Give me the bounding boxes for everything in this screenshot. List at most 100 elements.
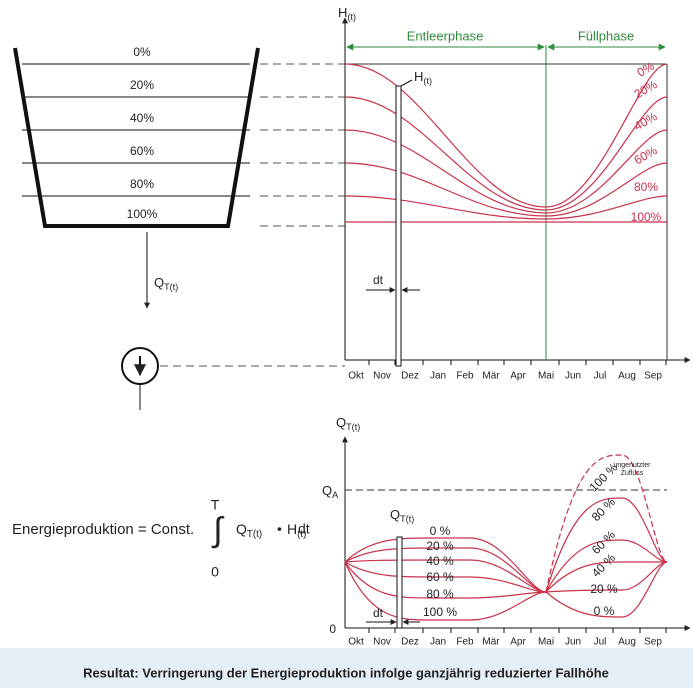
formula-q-subscript: T(t) — [247, 529, 262, 540]
flow-curve — [545, 539, 668, 593]
phase-label: Entleerphase — [407, 28, 484, 43]
capacity-label: QA — [322, 483, 339, 500]
curve-label: 40% — [632, 109, 660, 133]
curve-label: 80% — [634, 180, 658, 194]
level-label: 40% — [130, 111, 154, 125]
month-label: Dez — [401, 637, 419, 648]
step-strip — [395, 85, 402, 367]
month-label: Feb — [456, 371, 474, 382]
formula-dot: • — [277, 521, 282, 537]
curve-label: 20% — [632, 77, 660, 101]
month-label: Jun — [565, 371, 581, 382]
month-label: Mai — [538, 637, 554, 648]
month-label: Jul — [594, 637, 607, 648]
integral-lower: 0 — [211, 564, 219, 580]
origin-label: 0 — [329, 622, 336, 636]
dt-label: dt — [373, 273, 384, 287]
level-curve — [344, 129, 668, 214]
y-axis-label-subscript: (t) — [347, 12, 356, 22]
y-axis-label: H(t) — [338, 5, 356, 22]
level-label: 80% — [130, 177, 154, 191]
step-strip — [396, 536, 403, 629]
spill-note: Zufluss — [621, 470, 644, 477]
level-label: 100% — [127, 207, 158, 221]
curve-label: 60% — [632, 143, 660, 167]
month-label: Nov — [373, 637, 391, 648]
left-label: 60 % — [426, 570, 454, 584]
flow-curve — [545, 454, 668, 593]
right-label: 60 % — [589, 528, 618, 557]
outflow-label: QT(t) — [154, 275, 178, 292]
flow-curve — [344, 561, 547, 593]
marker-label-symbol: Q — [390, 507, 400, 522]
flow-curve — [344, 547, 547, 593]
flow-curve — [545, 561, 668, 618]
month-label: Mai — [538, 371, 554, 382]
month-label: Jan — [430, 637, 446, 648]
left-label: 100 % — [423, 605, 457, 619]
formula-h: H(t) — [287, 521, 306, 540]
capacity-label-subscript: A — [332, 490, 339, 500]
level-curve — [344, 63, 668, 208]
y-axis-label-subscript: T(t) — [346, 422, 360, 432]
y-axis-label-symbol: Q — [336, 415, 346, 430]
flow-curve — [545, 497, 668, 593]
marker-label: H(t) — [414, 69, 432, 86]
month-label: Okt — [348, 371, 364, 382]
y-axis-label: QT(t) — [336, 415, 360, 432]
level-curve — [344, 96, 668, 211]
right-label: 0 % — [594, 604, 615, 618]
level-label: 60% — [130, 144, 154, 158]
month-label: Dez — [401, 371, 419, 382]
flow-curve — [344, 561, 547, 621]
month-label: Aug — [618, 371, 636, 382]
marker-leader — [400, 79, 413, 87]
formula-q-symbol: Q — [236, 521, 247, 537]
footer-text: Resultat: Verringerung der Energieproduk… — [83, 665, 609, 680]
level-label: 20% — [130, 78, 154, 92]
month-label: Jun — [565, 637, 581, 648]
formula-h-subscript: (t) — [297, 529, 306, 540]
flow-curve — [344, 561, 547, 599]
level-curve — [344, 162, 668, 217]
marker-label: QT(t) — [390, 507, 414, 524]
left-label: 20 % — [426, 539, 454, 553]
capacity-label-symbol: Q — [322, 483, 332, 498]
reservoir-walls — [13, 47, 260, 228]
integral: ∫ — [211, 511, 224, 549]
flow-curve — [344, 559, 547, 593]
right-label: 40 % — [589, 551, 618, 580]
y-axis-label-symbol: H — [338, 5, 347, 20]
month-label: Jul — [594, 371, 607, 382]
outflow-label-symbol: Q — [154, 275, 164, 290]
month-label: Nov — [373, 371, 391, 382]
formula-tail: dt — [298, 521, 310, 537]
flow-curve — [545, 561, 668, 593]
month-label: Sep — [644, 371, 662, 382]
flow-curve — [344, 537, 547, 593]
month-label: Apr — [510, 637, 526, 648]
month-label: Mär — [482, 371, 500, 382]
spill-note: ungenutzter — [614, 462, 652, 469]
level-label: 0% — [133, 45, 151, 59]
level-curve — [344, 195, 668, 220]
left-label: 0 % — [430, 524, 451, 538]
left-label: 40 % — [426, 554, 454, 568]
left-label: 80 % — [426, 587, 454, 601]
phase-label: Füllphase — [578, 28, 634, 43]
marker-label-symbol: H — [414, 69, 423, 84]
outflow-label-subscript: T(t) — [164, 282, 178, 292]
month-label: Aug — [618, 637, 636, 648]
month-label: Apr — [510, 371, 526, 382]
formula-h-symbol: H — [287, 521, 297, 537]
curve-label: 0% — [635, 59, 657, 80]
month-label: Mär — [482, 637, 500, 648]
curve-label: 100% — [631, 210, 662, 224]
formula-q: QT(t) — [236, 521, 262, 540]
flow-curve — [545, 561, 667, 593]
right-label: 20 % — [590, 582, 618, 596]
month-label: Okt — [348, 637, 364, 648]
marker-label-subscript: (t) — [423, 76, 432, 86]
footer-band — [0, 648, 693, 688]
